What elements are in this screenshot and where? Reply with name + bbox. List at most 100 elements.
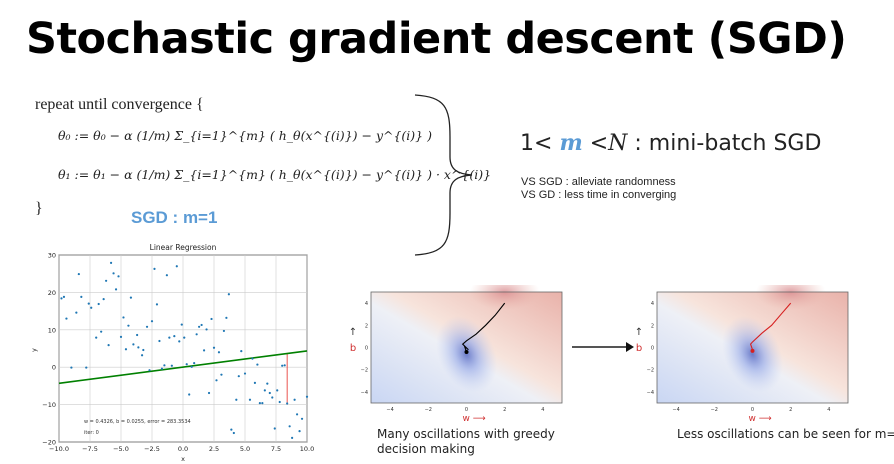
data-point [235, 398, 238, 401]
data-point [253, 381, 257, 385]
y-tick-label: 30 [48, 252, 56, 260]
x-tick-label: −10.0 [49, 445, 69, 453]
data-point [193, 361, 196, 365]
data-point [65, 317, 68, 320]
x-tick-label: 5.0 [240, 445, 250, 453]
x-tick-label: 7.5 [271, 445, 281, 453]
y-tick-label: 2 [651, 323, 654, 329]
data-point [90, 306, 93, 309]
data-point [207, 391, 211, 395]
data-point [180, 323, 183, 326]
data-point [114, 288, 118, 291]
y-tick-label: −2 [647, 368, 654, 374]
y-axis-label: y [30, 348, 38, 352]
chart-title: Linear Regression [150, 243, 217, 252]
data-point [183, 336, 186, 339]
minibatch-lt: < [589, 131, 609, 156]
error-annotation: w = 0.4326, b = 0.0255, error = 283.3534 [84, 419, 191, 425]
data-point [137, 346, 140, 349]
data-point [227, 293, 230, 296]
fit-line [58, 350, 308, 385]
caption-minibatch: Less oscillations can be seen for m=2 [677, 427, 894, 441]
y-tick-label: −2 [361, 368, 368, 374]
y-tick-label: 0 [651, 346, 654, 352]
x-tick-label: 4 [541, 407, 544, 413]
x-tick-label: −2 [425, 407, 432, 413]
up-arrow-icon: ↑ [349, 327, 357, 338]
contour-peak [755, 285, 826, 310]
data-point [70, 366, 73, 369]
data-point [163, 364, 166, 367]
x-axis-label: w ⟶ [463, 414, 486, 424]
data-point [170, 364, 173, 367]
minibatch-prefix: 1< [520, 131, 553, 156]
data-point [155, 303, 159, 306]
minibatch-formula: 1< m <N : mini-batch SGD [520, 130, 821, 156]
data-point [129, 296, 133, 299]
plot-frame [370, 291, 563, 404]
data-point [288, 425, 291, 428]
algorithm-theta0-update: θ₀ := θ₀ − α (1/m) Σ_{i=1}^{m} ( h_θ(x^{… [58, 128, 432, 143]
data-point [230, 428, 233, 431]
data-point [165, 274, 168, 277]
data-point [276, 389, 279, 392]
data-point [102, 298, 105, 301]
y-tick-label: −4 [361, 390, 368, 396]
data-point [95, 336, 98, 339]
data-point [87, 302, 90, 305]
data-point [132, 343, 135, 346]
up-arrow-icon: ↑ [635, 327, 643, 338]
algorithm-close-brace: } [35, 200, 43, 217]
x-tick-label: 2 [789, 407, 792, 413]
data-point [286, 402, 289, 405]
data-point [200, 323, 203, 327]
iter-annotation: iter: 0 [84, 430, 99, 436]
y-tick-label: 4 [365, 301, 368, 307]
x-tick-label: 0 [751, 407, 754, 413]
data-point [160, 367, 164, 370]
x-tick-label: 4 [827, 407, 830, 413]
data-point [168, 336, 171, 339]
sgd-label: SGD : m=1 [131, 208, 218, 227]
x-tick-label: 0 [465, 407, 468, 413]
descent-endpoint [464, 349, 469, 354]
data-point [185, 363, 188, 366]
data-point [140, 354, 144, 357]
data-point [295, 413, 299, 416]
y-tick-label: 0 [52, 364, 56, 372]
plot-frame [656, 291, 849, 404]
data-point [283, 364, 286, 367]
x-tick-label: −2 [711, 407, 718, 413]
y-axis-label: b [636, 343, 642, 354]
data-point [153, 267, 156, 270]
data-point [136, 333, 139, 337]
y-tick-label: −10 [42, 401, 56, 409]
data-point [150, 320, 154, 323]
data-point [237, 375, 240, 378]
minibatch-suffix: : mini-batch SGD [634, 131, 822, 156]
x-tick-label: −4 [672, 407, 679, 413]
data-point [77, 272, 80, 276]
y-tick-label: −20 [42, 439, 56, 447]
data-point [117, 275, 120, 278]
data-point [109, 261, 113, 264]
data-point [268, 391, 271, 395]
data-point [220, 373, 223, 376]
data-point [278, 400, 281, 404]
data-point [195, 333, 198, 336]
minibatch-n: N [608, 131, 628, 156]
x-tick-label: 10.0 [300, 445, 314, 453]
x-tick-label: −7.5 [82, 445, 98, 453]
data-point [107, 344, 110, 347]
data-point [251, 357, 254, 360]
data-point [148, 369, 151, 372]
data-point [145, 325, 149, 328]
data-point [127, 324, 130, 327]
y-tick-label: 20 [48, 289, 56, 297]
x-axis-label: x [181, 455, 185, 463]
data-point [62, 295, 66, 298]
data-point [281, 364, 284, 367]
x-tick-label: −5.0 [113, 445, 129, 453]
x-tick-label: 2 [503, 407, 506, 413]
data-point [266, 382, 269, 385]
